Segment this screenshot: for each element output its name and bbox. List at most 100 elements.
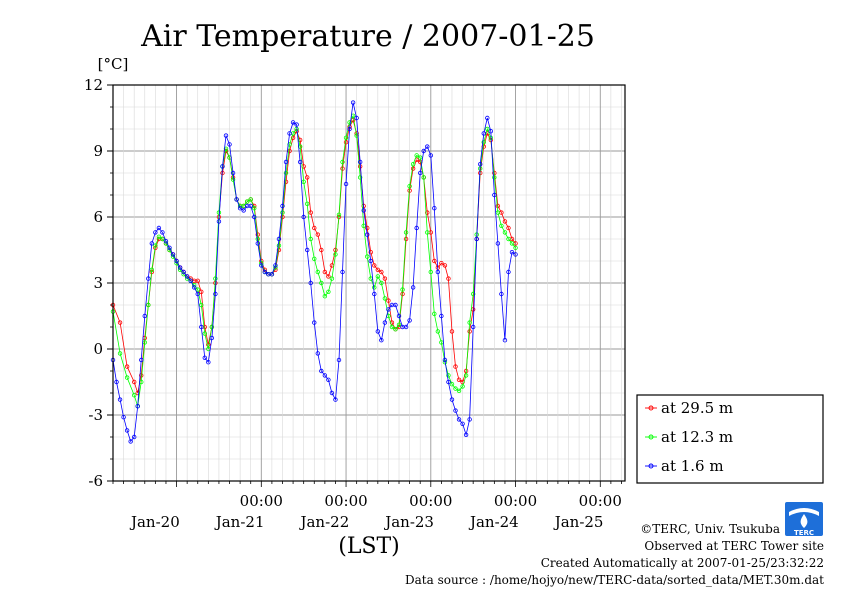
data-point bbox=[368, 258, 373, 264]
chart-title: Air Temperature / 2007-01-25 bbox=[140, 19, 595, 54]
observation-site-text: Observed at TERC Tower site bbox=[644, 539, 824, 553]
data-point bbox=[209, 324, 215, 330]
terc-logo: TERC bbox=[785, 502, 823, 537]
data-point bbox=[297, 159, 303, 165]
data-point bbox=[418, 155, 423, 160]
legend-swatch-marker bbox=[648, 463, 654, 469]
data-point bbox=[156, 234, 162, 239]
data-point bbox=[481, 131, 486, 136]
data-point bbox=[234, 197, 239, 202]
data-point bbox=[287, 142, 292, 147]
data-point bbox=[188, 278, 193, 283]
data-point bbox=[446, 379, 451, 385]
data-point bbox=[329, 276, 335, 281]
data-point bbox=[432, 258, 437, 264]
data-point bbox=[195, 287, 200, 292]
data-point bbox=[283, 170, 289, 176]
data-point bbox=[216, 210, 222, 215]
data-point bbox=[195, 291, 200, 297]
data-point bbox=[453, 364, 458, 369]
data-point bbox=[167, 245, 172, 250]
y-tick-label: -3 bbox=[88, 406, 103, 424]
data-point bbox=[368, 249, 373, 255]
data-point bbox=[305, 247, 310, 253]
data-point bbox=[248, 203, 253, 209]
legend-item: at 29.5 m bbox=[645, 399, 733, 417]
data-point bbox=[446, 373, 451, 378]
data-point bbox=[174, 258, 179, 264]
data-point bbox=[139, 357, 144, 363]
data-point bbox=[241, 208, 246, 213]
data-point bbox=[230, 177, 236, 182]
data-point bbox=[425, 210, 430, 215]
data-point bbox=[202, 331, 208, 336]
data-point bbox=[329, 390, 335, 396]
x-day-tick-label: Jan-20 bbox=[129, 513, 180, 531]
data-point bbox=[435, 269, 441, 275]
data-point bbox=[375, 267, 381, 272]
data-point bbox=[340, 269, 345, 275]
data-point bbox=[361, 223, 366, 228]
data-point bbox=[153, 230, 158, 235]
data-point bbox=[124, 364, 130, 369]
data-point bbox=[439, 261, 444, 266]
data-point bbox=[340, 159, 345, 165]
data-point bbox=[206, 360, 211, 365]
x-time-tick-label: 00:00 bbox=[494, 492, 537, 510]
data-point bbox=[184, 274, 190, 279]
data-point bbox=[463, 373, 469, 378]
data-point bbox=[223, 133, 229, 138]
data-point bbox=[453, 408, 458, 413]
data-point bbox=[124, 375, 130, 380]
data-point bbox=[347, 126, 352, 132]
data-point bbox=[410, 166, 416, 171]
data-point bbox=[276, 243, 282, 248]
x-day-tick-label: Jan-24 bbox=[468, 513, 519, 531]
data-point bbox=[396, 322, 402, 327]
data-point bbox=[372, 285, 377, 290]
data-point bbox=[262, 269, 268, 275]
data-point bbox=[350, 100, 356, 105]
x-time-tick-label: 00:00 bbox=[240, 492, 283, 510]
axis-labels: -6 -3 0 3 6 9 12 00:00 00:00 00:00 00:00 00:00 Jan-2… bbox=[84, 76, 622, 531]
data-point bbox=[114, 379, 119, 385]
data-point bbox=[244, 199, 250, 204]
data-point bbox=[160, 230, 165, 235]
data-point bbox=[308, 280, 313, 286]
data-point bbox=[467, 329, 472, 334]
data-point bbox=[146, 276, 151, 281]
data-point bbox=[513, 252, 518, 257]
data-point bbox=[280, 210, 285, 215]
data-source-text: Data source : /home/hojyo/new/TERC-data/… bbox=[405, 573, 824, 587]
x-time-tick-label: 00:00 bbox=[324, 492, 367, 510]
data-point bbox=[326, 289, 331, 294]
data-point bbox=[442, 263, 448, 268]
data-point bbox=[386, 298, 391, 303]
data-point bbox=[365, 225, 370, 231]
x-day-tick-label: Jan-21 bbox=[214, 513, 265, 531]
data-point bbox=[343, 135, 349, 140]
data-point bbox=[209, 335, 215, 341]
data-point bbox=[326, 274, 331, 279]
data-point bbox=[418, 170, 423, 176]
data-point bbox=[357, 175, 363, 180]
data-point bbox=[470, 324, 476, 330]
data-point bbox=[506, 269, 511, 275]
legend-item: at 1.6 m bbox=[645, 457, 724, 475]
data-point bbox=[124, 428, 130, 433]
data-point bbox=[506, 236, 511, 242]
data-point bbox=[220, 164, 225, 169]
data-point bbox=[502, 338, 508, 343]
data-point bbox=[365, 232, 370, 237]
data-point bbox=[425, 144, 430, 149]
data-point bbox=[421, 175, 426, 180]
data-point bbox=[460, 384, 465, 389]
data-point bbox=[312, 256, 317, 261]
data-point bbox=[449, 397, 455, 402]
data-point bbox=[435, 329, 441, 334]
data-point bbox=[322, 294, 328, 299]
data-point bbox=[294, 122, 299, 127]
data-point bbox=[432, 311, 437, 316]
data-point bbox=[488, 128, 494, 134]
data-point bbox=[319, 368, 324, 374]
